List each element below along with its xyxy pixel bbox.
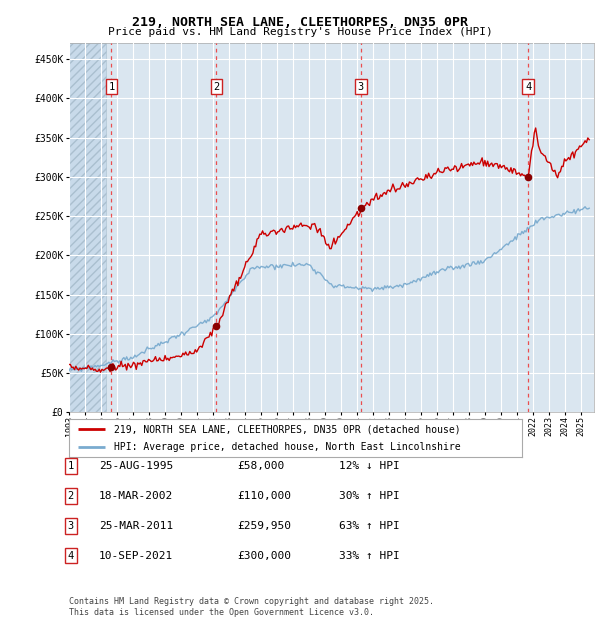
Bar [69,43,106,412]
Text: Price paid vs. HM Land Registry's House Price Index (HPI): Price paid vs. HM Land Registry's House … [107,27,493,37]
Text: 2: 2 [68,491,74,501]
Text: 63% ↑ HPI: 63% ↑ HPI [339,521,400,531]
Text: 30% ↑ HPI: 30% ↑ HPI [339,491,400,501]
Text: 1: 1 [108,82,115,92]
Text: £259,950: £259,950 [237,521,291,531]
Text: £110,000: £110,000 [237,491,291,501]
Text: 4: 4 [525,82,532,92]
Text: 3: 3 [68,521,74,531]
Text: 10-SEP-2021: 10-SEP-2021 [99,551,173,560]
Text: HPI: Average price, detached house, North East Lincolnshire: HPI: Average price, detached house, Nort… [115,442,461,453]
Text: £300,000: £300,000 [237,551,291,560]
Text: 18-MAR-2002: 18-MAR-2002 [99,491,173,501]
Text: 219, NORTH SEA LANE, CLEETHORPES, DN35 0PR: 219, NORTH SEA LANE, CLEETHORPES, DN35 0… [132,16,468,29]
Text: 1: 1 [68,461,74,471]
Text: 33% ↑ HPI: 33% ↑ HPI [339,551,400,560]
Text: 4: 4 [68,551,74,560]
Text: 25-MAR-2011: 25-MAR-2011 [99,521,173,531]
Text: Contains HM Land Registry data © Crown copyright and database right 2025.
This d: Contains HM Land Registry data © Crown c… [69,598,434,617]
Text: 25-AUG-1995: 25-AUG-1995 [99,461,173,471]
Text: 219, NORTH SEA LANE, CLEETHORPES, DN35 0PR (detached house): 219, NORTH SEA LANE, CLEETHORPES, DN35 0… [115,424,461,434]
Text: 2: 2 [213,82,220,92]
Text: 3: 3 [358,82,364,92]
Text: £58,000: £58,000 [237,461,284,471]
Text: 12% ↓ HPI: 12% ↓ HPI [339,461,400,471]
